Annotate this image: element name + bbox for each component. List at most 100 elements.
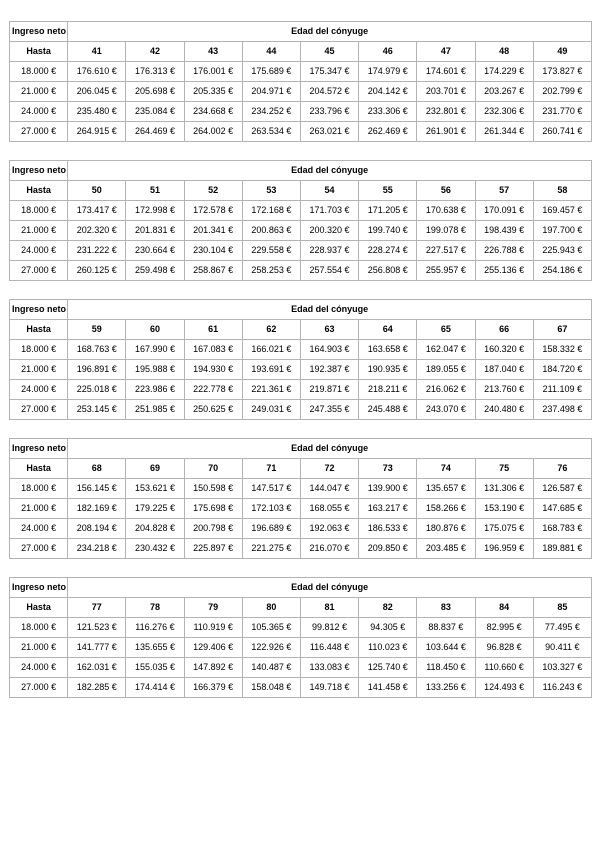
amount-cell: 176.001 € bbox=[183, 61, 243, 82]
age-column-header: 54 bbox=[299, 180, 360, 201]
amount-cell: 249.031 € bbox=[241, 399, 301, 420]
amount-cell: 201.341 € bbox=[183, 220, 243, 241]
amount-cell: 179.225 € bbox=[125, 498, 185, 519]
amount-cell: 237.498 € bbox=[532, 399, 593, 420]
amount-cell: 258.253 € bbox=[241, 260, 301, 281]
amount-cell: 260.741 € bbox=[532, 121, 593, 142]
age-column-header: 67 bbox=[532, 319, 593, 340]
age-column-header: 72 bbox=[299, 458, 360, 479]
table-data-row: 24.000 €208.194 €204.828 €200.798 €196.6… bbox=[8, 518, 593, 539]
table-subheader-row: Hasta 59 60 61 62 63 64 65 66 67 bbox=[8, 319, 593, 340]
age-column-header: 53 bbox=[241, 180, 301, 201]
amount-cell: 264.002 € bbox=[183, 121, 243, 142]
table-data-row: 21.000 €182.169 €179.225 €175.698 €172.1… bbox=[8, 498, 593, 519]
amount-cell: 170.638 € bbox=[416, 200, 476, 221]
table-data-row: 18.000 €156.145 €153.621 €150.598 €147.5… bbox=[8, 478, 593, 499]
amount-cell: 209.850 € bbox=[358, 538, 418, 559]
amount-cell: 158.266 € bbox=[416, 498, 476, 519]
income-by-spouse-age-table: Ingreso neto Edad del cónyuge Hasta 50 51 52 5… bbox=[8, 160, 593, 281]
amount-cell: 124.493 € bbox=[474, 677, 534, 698]
income-cell: 24.000 € bbox=[8, 101, 69, 122]
amount-cell: 205.698 € bbox=[125, 81, 185, 102]
amount-cell: 147.517 € bbox=[241, 478, 301, 499]
income-cell: 27.000 € bbox=[8, 677, 69, 698]
age-column-header: 56 bbox=[416, 180, 476, 201]
amount-cell: 158.048 € bbox=[241, 677, 301, 698]
age-column-header: 47 bbox=[416, 41, 476, 62]
amount-cell: 256.808 € bbox=[358, 260, 418, 281]
age-column-header: 78 bbox=[125, 597, 185, 618]
amount-cell: 200.320 € bbox=[299, 220, 360, 241]
amount-cell: 216.070 € bbox=[299, 538, 360, 559]
table-data-row: 27.000 €260.125 €259.498 €258.867 €258.2… bbox=[8, 260, 593, 281]
amount-cell: 226.788 € bbox=[474, 240, 534, 261]
amount-cell: 233.306 € bbox=[358, 101, 418, 122]
table-data-row: 18.000 €173.417 €172.998 €172.578 €172.1… bbox=[8, 200, 593, 221]
amount-cell: 164.903 € bbox=[299, 339, 360, 360]
age-column-header: 81 bbox=[299, 597, 360, 618]
amount-cell: 88.837 € bbox=[416, 617, 476, 638]
income-by-spouse-age-table: Ingreso neto Edad del cónyuge Hasta 68 69 70 7… bbox=[8, 438, 593, 559]
amount-cell: 187.040 € bbox=[474, 359, 534, 380]
income-cell: 18.000 € bbox=[8, 200, 69, 221]
amount-cell: 259.498 € bbox=[125, 260, 185, 281]
amount-cell: 174.229 € bbox=[474, 61, 534, 82]
income-cell: 27.000 € bbox=[8, 399, 69, 420]
age-column-header: 73 bbox=[358, 458, 418, 479]
amount-cell: 225.018 € bbox=[67, 379, 127, 400]
amount-cell: 195.988 € bbox=[125, 359, 185, 380]
amount-cell: 186.533 € bbox=[358, 518, 418, 539]
amount-cell: 204.142 € bbox=[358, 81, 418, 102]
amount-cell: 158.332 € bbox=[532, 339, 593, 360]
age-column-header: 76 bbox=[532, 458, 593, 479]
table-data-row: 18.000 €121.523 €116.276 €110.919 €105.3… bbox=[8, 617, 593, 638]
age-column-header: 46 bbox=[358, 41, 418, 62]
income-cell: 24.000 € bbox=[8, 379, 69, 400]
amount-cell: 135.657 € bbox=[416, 478, 476, 499]
income-cell: 21.000 € bbox=[8, 81, 69, 102]
amount-cell: 233.796 € bbox=[299, 101, 360, 122]
spouse-age-header-cell: Edad del cónyuge bbox=[67, 438, 592, 459]
amount-cell: 235.480 € bbox=[67, 101, 127, 122]
amount-cell: 211.109 € bbox=[532, 379, 593, 400]
amount-cell: 201.831 € bbox=[125, 220, 185, 241]
table-data-row: 18.000 €168.763 €167.990 €167.083 €166.0… bbox=[8, 339, 593, 360]
amount-cell: 103.327 € bbox=[532, 657, 593, 678]
age-column-header: 61 bbox=[183, 319, 243, 340]
age-column-header: 75 bbox=[474, 458, 534, 479]
amount-cell: 167.990 € bbox=[125, 339, 185, 360]
age-column-header: 51 bbox=[125, 180, 185, 201]
amount-cell: 110.919 € bbox=[183, 617, 243, 638]
amount-cell: 216.062 € bbox=[416, 379, 476, 400]
amount-cell: 105.365 € bbox=[241, 617, 301, 638]
table-header-row: Ingreso neto Edad del cónyuge bbox=[8, 577, 592, 598]
amount-cell: 219.871 € bbox=[299, 379, 360, 400]
amount-cell: 153.190 € bbox=[474, 498, 534, 519]
age-column-header: 70 bbox=[183, 458, 243, 479]
amount-cell: 199.740 € bbox=[358, 220, 418, 241]
age-column-header: 83 bbox=[416, 597, 476, 618]
income-cell: 27.000 € bbox=[8, 260, 69, 281]
amount-cell: 133.256 € bbox=[416, 677, 476, 698]
income-cell: 18.000 € bbox=[8, 617, 69, 638]
amount-cell: 153.621 € bbox=[125, 478, 185, 499]
table-subheader-row: Hasta 77 78 79 80 81 82 83 84 85 bbox=[8, 597, 593, 618]
age-column-header: 57 bbox=[474, 180, 534, 201]
age-column-header: 85 bbox=[532, 597, 593, 618]
amount-cell: 174.979 € bbox=[358, 61, 418, 82]
amount-cell: 258.867 € bbox=[183, 260, 243, 281]
age-column-header: 74 bbox=[416, 458, 476, 479]
amount-cell: 82.995 € bbox=[474, 617, 534, 638]
amount-cell: 262.469 € bbox=[358, 121, 418, 142]
age-column-header: 80 bbox=[241, 597, 301, 618]
hasta-header-cell: Hasta bbox=[8, 41, 69, 62]
amount-cell: 171.703 € bbox=[299, 200, 360, 221]
amount-cell: 225.943 € bbox=[532, 240, 593, 261]
table-data-row: 27.000 €182.285 €174.414 €166.379 €158.0… bbox=[8, 677, 593, 698]
age-column-header: 69 bbox=[125, 458, 185, 479]
age-column-header: 84 bbox=[474, 597, 534, 618]
amount-cell: 234.252 € bbox=[241, 101, 301, 122]
amount-cell: 261.344 € bbox=[474, 121, 534, 142]
age-column-header: 77 bbox=[67, 597, 127, 618]
amount-cell: 175.347 € bbox=[299, 61, 360, 82]
